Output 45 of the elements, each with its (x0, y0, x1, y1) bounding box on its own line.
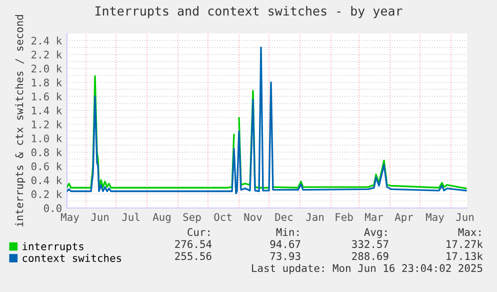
y-tick-label: 1.6 k (32, 92, 62, 100)
text: 17.13k (446, 252, 483, 260)
y-tick-label: 1.2 k (32, 120, 62, 128)
x-tick-label: Jun (91, 213, 108, 221)
text: 332.57 (352, 240, 388, 248)
legend-label: interrupts (22, 242, 84, 252)
text: 276.54 (175, 240, 212, 248)
y-tick-label: 2.0 k (32, 64, 62, 73)
y-tick-label: 1.0 k (32, 134, 62, 142)
text: Max: (458, 228, 480, 236)
y-tick-label: 0.0 (44, 204, 62, 212)
text: Min: (276, 228, 298, 236)
y-tick-label: 2.4 k (32, 36, 62, 44)
text: 73.93 (270, 252, 300, 260)
x-tick-label: Sep (183, 213, 201, 223)
text: Last update: Mon Jun 16 23:04:02 2025 (252, 264, 482, 274)
y-tick-label: 2.2 k (32, 50, 62, 58)
y-tick-label: 1.4 k (32, 106, 62, 114)
line-series (67, 46, 467, 194)
y-tick-label: 0.2 k (31, 190, 62, 198)
x-tick-label: Dec (275, 213, 293, 221)
text: 255.56 (175, 252, 212, 260)
x-tick-label: Feb (336, 212, 353, 221)
text: 94.67 (270, 240, 300, 248)
x-tick-label: Jul (122, 212, 140, 221)
x-tick-label: Oct (214, 213, 232, 221)
x-tick-label: Jun (456, 213, 474, 221)
x-tick-label: May (426, 213, 444, 223)
x-tick-label: Apr (394, 213, 414, 223)
y-tick-label: 0.4 k (31, 176, 62, 184)
x-tick-label: Mar (365, 213, 384, 221)
chart-title: Interrupts and context switches - by year (95, 6, 402, 18)
y-tick-label: 0.8 k (31, 148, 62, 156)
text: Avg: (364, 228, 386, 238)
y-tick-label: 1.8 k (32, 78, 62, 86)
x-tick-label: Nov (244, 213, 262, 221)
y-tick-label: 0.6 k (31, 162, 62, 170)
x-tick-label: Aug (152, 213, 170, 223)
y-axis-title: interrupts & ctx switches / second (15, 15, 26, 226)
text: 17.27k (446, 240, 483, 248)
text: 288.69 (352, 252, 388, 260)
text: Cur: (188, 228, 210, 236)
legend-label: context switches (22, 254, 122, 262)
x-tick-label: May (61, 213, 79, 223)
x-tick-label: Jan (306, 213, 324, 221)
